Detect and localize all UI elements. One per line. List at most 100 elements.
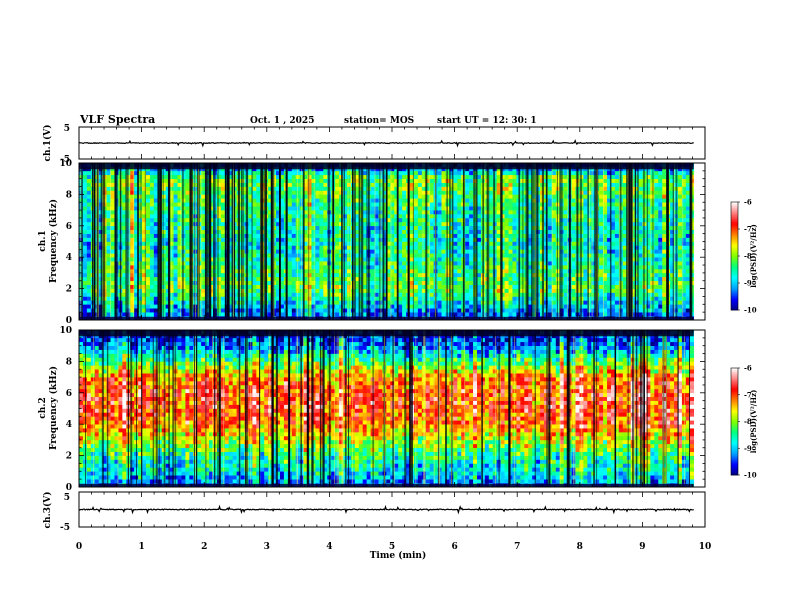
spectrogram-cell xyxy=(429,229,434,234)
spectrogram-cell xyxy=(287,221,293,227)
spectrogram-cell xyxy=(429,312,434,317)
spectrogram-cell xyxy=(276,170,281,176)
spectrogram-cell xyxy=(252,284,257,289)
spectrogram-cell xyxy=(398,280,403,285)
spectrogram-cell xyxy=(335,186,340,191)
spectrogram-cell xyxy=(410,237,415,242)
spectrogram-cell xyxy=(508,292,513,297)
spectrogram-cell xyxy=(82,253,88,258)
spectrogram-cell xyxy=(457,194,462,199)
spectrogram-cell xyxy=(110,308,115,313)
spectrogram-cell xyxy=(307,257,312,262)
spectrogram-cell xyxy=(532,186,537,191)
spectrogram-cell xyxy=(287,268,293,274)
spectrogram-cell xyxy=(134,178,139,183)
spectrogram-cell xyxy=(287,178,293,183)
spectrogram-cell xyxy=(465,304,470,309)
spectrogram-cell xyxy=(488,190,494,195)
spectrogram-cell xyxy=(323,304,328,309)
spectrogram-cell xyxy=(153,190,159,195)
spectrogram-cell xyxy=(402,249,407,254)
spectrogram-cell xyxy=(303,178,308,183)
spectrogram-cell xyxy=(343,229,348,234)
spectrogram-cell xyxy=(382,198,387,203)
spectrogram-cell xyxy=(390,198,395,203)
spectrogram-cell xyxy=(142,292,147,297)
spectrogram-cell xyxy=(122,261,127,266)
spectrogram-cell xyxy=(343,304,348,309)
spectrogram-cell xyxy=(268,284,273,289)
spectrogram-cell xyxy=(138,170,143,176)
spectrogram-cell xyxy=(201,245,206,250)
spectrogram-cell xyxy=(220,245,226,250)
spectrogram-cell xyxy=(291,202,297,207)
spectrogram-cell xyxy=(362,253,367,258)
ch1-waveform-trace xyxy=(78,139,694,148)
spectrogram-cell xyxy=(303,304,308,309)
spectrogram-cell xyxy=(185,292,190,297)
spectrogram-cell xyxy=(138,214,143,219)
spectrogram-cell xyxy=(370,221,375,227)
spectrogram-cell xyxy=(402,261,407,266)
spectrogram-cell xyxy=(413,233,419,238)
spectrogram-cell xyxy=(473,296,478,301)
spectrogram-cell xyxy=(177,225,182,231)
spectrogram-cell xyxy=(287,241,293,246)
spectrogram-cell xyxy=(268,249,273,254)
spectrogram-cell xyxy=(508,268,513,274)
spectrogram-cell xyxy=(106,170,111,176)
spectrogram-cell xyxy=(149,312,155,317)
spectrogram-cell xyxy=(374,170,379,176)
spectrogram-cell xyxy=(465,174,470,179)
spectrogram-cell xyxy=(248,221,253,227)
spectrogram-cell xyxy=(421,280,427,285)
spectrogram-cell xyxy=(276,296,281,301)
spectrogram-cell xyxy=(551,312,557,317)
spectrogram-cell xyxy=(169,229,174,234)
spectrogram-cell xyxy=(390,178,395,183)
spectrogram-cell xyxy=(354,174,360,179)
spectrogram-cell xyxy=(410,225,415,231)
spectrogram-cell xyxy=(354,276,360,282)
spectrogram-cell xyxy=(390,280,395,285)
spectrogram-cell xyxy=(390,217,395,223)
spectrogram-cell xyxy=(276,312,281,317)
spectrogram-cell xyxy=(82,202,88,207)
spectrogram-cell xyxy=(110,217,115,223)
spectrogram-cell xyxy=(161,280,166,285)
spectrogram-cell xyxy=(528,288,533,293)
spectrogram-cell xyxy=(374,174,379,179)
spectrogram-cell xyxy=(402,233,407,238)
spectrogram-cell xyxy=(248,214,253,219)
spectrogram-cell xyxy=(315,249,320,254)
spectrogram-cell xyxy=(547,206,553,211)
spectrogram-cell xyxy=(110,268,115,274)
spectrogram-cell xyxy=(410,245,415,250)
spectrogram-cell xyxy=(319,174,324,179)
spectrogram-cell xyxy=(410,300,415,305)
spectrogram-cell xyxy=(169,190,174,195)
spectrogram-cell xyxy=(134,284,139,289)
spectrogram-cell xyxy=(279,261,285,266)
spectrogram-cell xyxy=(354,237,360,242)
spectrogram-cell xyxy=(153,198,159,203)
spectrogram-cell xyxy=(413,214,419,219)
spectrogram-cell xyxy=(477,276,482,282)
spectrogram-cell xyxy=(307,245,312,250)
spectrogram-cell xyxy=(354,257,360,262)
spectrogram-cell xyxy=(201,210,206,215)
spectrogram-cell xyxy=(547,249,553,254)
spectrogram-cell xyxy=(402,194,407,199)
spectrogram-cell xyxy=(488,225,494,231)
spectrogram-cell xyxy=(287,304,293,309)
spectrogram-cell xyxy=(528,210,533,215)
spectrogram-cell xyxy=(134,265,139,270)
spectrogram-cell xyxy=(362,296,367,301)
spectrogram-cell xyxy=(90,233,96,238)
spectrogram-cell xyxy=(421,257,427,262)
spectrogram-cell xyxy=(477,257,482,262)
spectrogram-cell xyxy=(500,186,505,191)
spectrogram-cell xyxy=(145,245,151,250)
spectrogram-cell xyxy=(138,221,143,227)
spectrogram-cell xyxy=(90,229,96,234)
